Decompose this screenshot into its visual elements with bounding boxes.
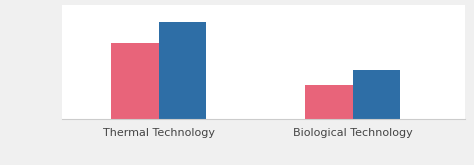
Bar — [111, 43, 159, 119]
Bar — [353, 70, 401, 119]
Bar — [305, 85, 353, 119]
Bar — [159, 22, 206, 119]
